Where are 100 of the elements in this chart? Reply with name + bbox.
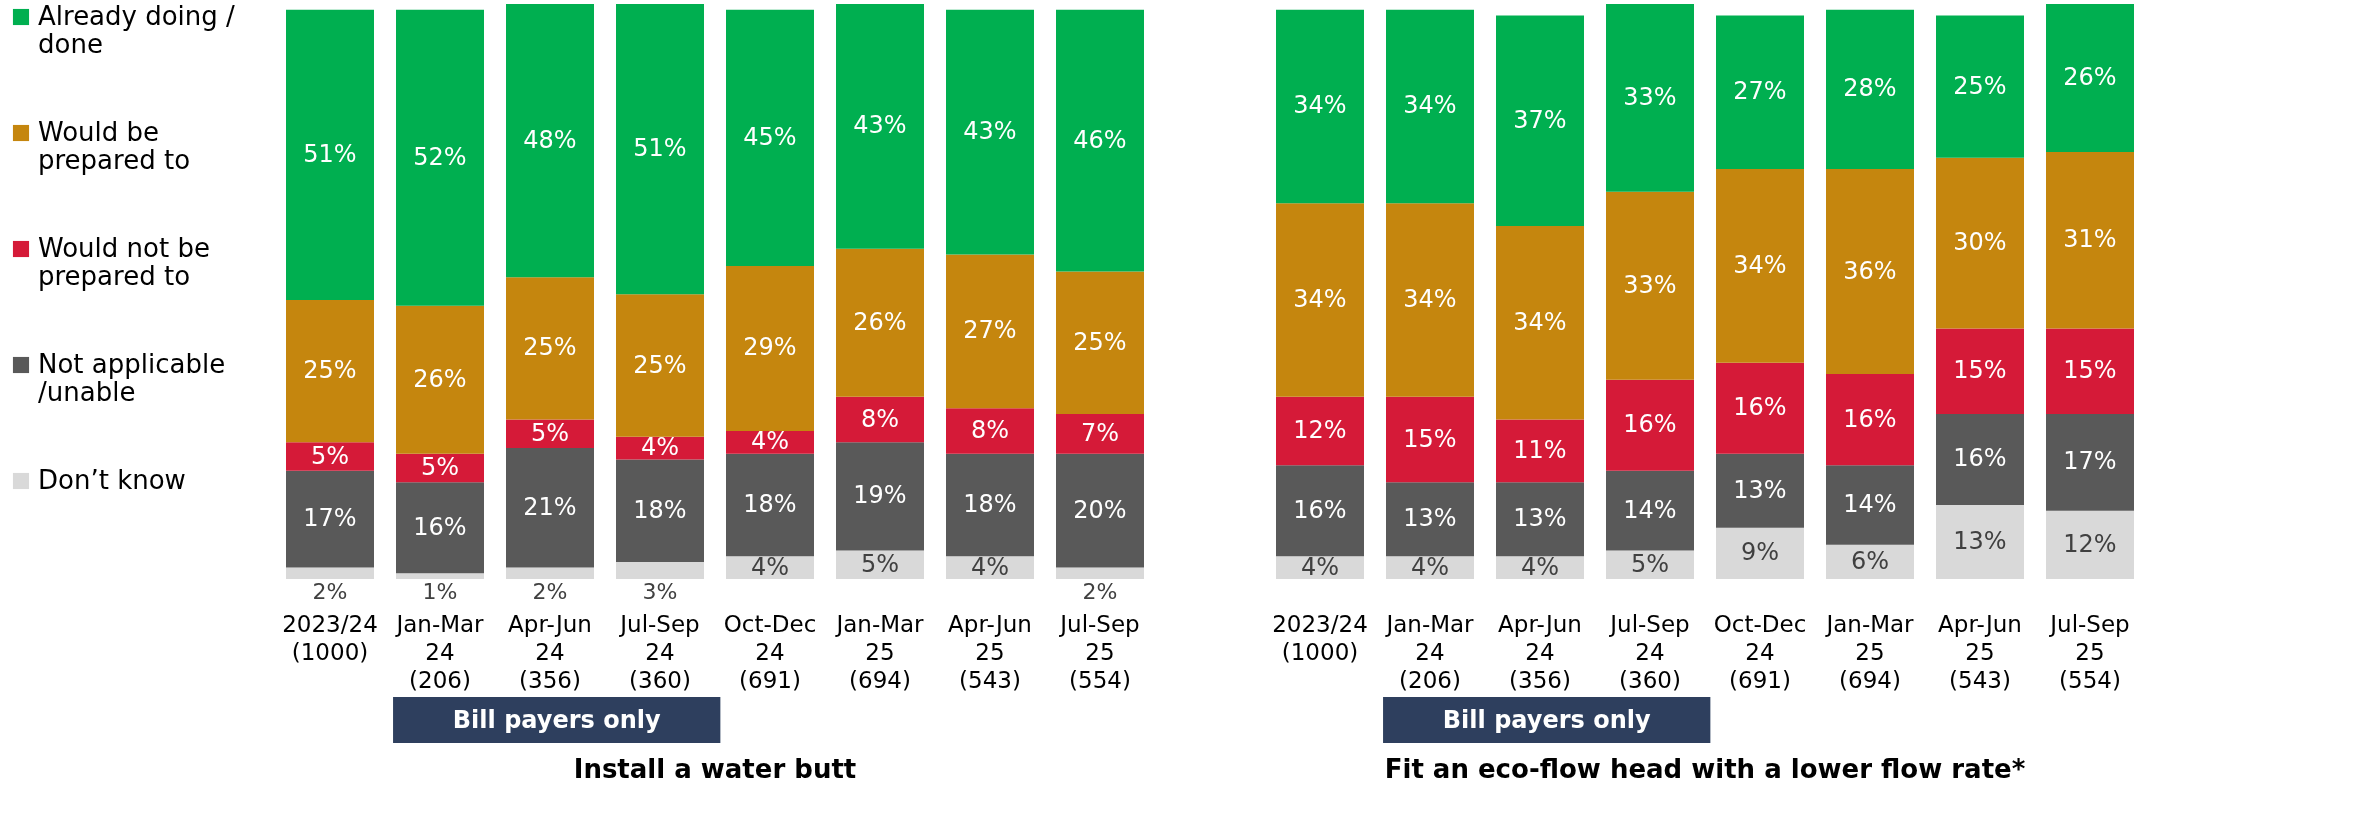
data-label: 16%	[413, 512, 467, 541]
data-label: 13%	[1513, 504, 1567, 533]
bar	[1496, 482, 1584, 557]
data-label: 16%	[1623, 410, 1677, 439]
data-label: 34%	[1293, 285, 1347, 314]
bar	[1496, 419, 1584, 483]
data-label: 4%	[1520, 552, 1560, 581]
data-label: 4%	[750, 552, 790, 581]
data-label: 34%	[1293, 91, 1347, 120]
data-label: 25%	[633, 350, 687, 379]
data-label: 16%	[1843, 404, 1897, 433]
bar	[1716, 453, 1804, 528]
data-label: 4%	[970, 552, 1010, 581]
data-label: 31%	[2063, 225, 2117, 254]
x-tick-label: Jan-Mar 24 (206)	[1384, 610, 1475, 693]
text: Bill payers only	[452, 706, 661, 734]
bar	[1716, 169, 1804, 363]
bar	[616, 561, 704, 579]
data-label: 29%	[743, 333, 797, 362]
x-tick-label: Apr-Jun 24 (356)	[1498, 610, 1582, 693]
data-label: 43%	[963, 117, 1017, 146]
data-label: 4%	[750, 427, 790, 456]
data-label: 4%	[640, 433, 680, 462]
data-label: 4%	[1300, 552, 1340, 581]
bar	[1386, 396, 1474, 483]
legend-label: Would be prepared to	[38, 117, 191, 175]
data-label: 45%	[743, 122, 797, 151]
data-label: 26%	[413, 364, 467, 393]
x-tick-label: Apr-Jun 25 (543)	[1938, 610, 2022, 693]
data-label: 52%	[413, 142, 467, 171]
data-label: 7%	[1080, 418, 1120, 447]
bar	[506, 567, 594, 579]
bar	[1936, 157, 2024, 329]
data-label: 17%	[303, 504, 357, 533]
x-tick-label: Oct-Dec 24 (691)	[1713, 610, 1807, 693]
data-label: 30%	[1953, 228, 2007, 257]
bar	[836, 248, 924, 397]
bar	[726, 265, 814, 431]
bar	[946, 453, 1034, 557]
bar	[616, 459, 704, 562]
bar	[726, 9, 814, 266]
bar	[1276, 9, 1364, 204]
data-label: 14%	[1843, 489, 1897, 518]
data-label: 51%	[633, 134, 687, 163]
bar	[616, 4, 704, 295]
x-tick-label: Apr-Jun 24 (356)	[508, 610, 592, 693]
x-tick-label: Jul-Sep 25 (554)	[1058, 610, 1140, 693]
bar	[1826, 465, 1914, 545]
bar	[836, 4, 924, 249]
x-tick-label: Jan-Mar 25 (694)	[834, 610, 925, 693]
bar	[1496, 15, 1584, 227]
data-label: 2%	[1082, 579, 1118, 604]
bar	[506, 277, 594, 420]
data-label: 26%	[853, 307, 907, 336]
bar	[2046, 4, 2134, 153]
bar	[2046, 328, 2134, 414]
bar	[2046, 413, 2134, 511]
bar	[946, 254, 1034, 409]
data-label: 18%	[633, 495, 687, 524]
data-label: 18%	[743, 489, 797, 518]
bar	[286, 567, 374, 579]
data-label: 5%	[310, 441, 350, 470]
bar	[396, 9, 484, 306]
data-label: 14%	[1623, 495, 1677, 524]
legend-label: Don’t know	[38, 465, 186, 495]
data-label: 5%	[420, 452, 460, 481]
x-tick-label: Jul-Sep 24 (360)	[1608, 610, 1690, 693]
legend-label: Already doing / done	[38, 1, 236, 59]
bar	[1716, 362, 1804, 454]
bar	[1716, 527, 1804, 579]
bar	[1606, 379, 1694, 471]
bar	[286, 470, 374, 568]
bar	[836, 442, 924, 551]
bar	[1826, 374, 1914, 466]
data-label: 15%	[2063, 356, 2117, 385]
x-tick-label: 2023/24 (1000)	[1272, 610, 1368, 665]
bar	[1056, 453, 1144, 568]
data-label: 27%	[1733, 77, 1787, 106]
text: Bill payers only	[1442, 706, 1651, 734]
data-label: 1%	[422, 579, 458, 604]
bar	[1936, 504, 2024, 579]
data-label: 15%	[1403, 424, 1457, 453]
data-label: 43%	[853, 111, 907, 140]
data-label: 15%	[1953, 356, 2007, 385]
data-label: 51%	[303, 139, 357, 168]
text: Install a water butt	[573, 754, 857, 784]
bar	[1496, 226, 1584, 420]
bar	[836, 396, 924, 443]
bar	[286, 9, 374, 301]
bar	[1606, 4, 1694, 192]
x-tick-label: Jul-Sep 24 (360)	[618, 610, 700, 693]
data-label: 8%	[970, 415, 1010, 444]
data-label: 37%	[1513, 105, 1567, 134]
data-label: 6%	[1850, 546, 1890, 575]
data-label: 36%	[1843, 256, 1897, 285]
bar	[1936, 328, 2024, 414]
data-label: 34%	[1403, 285, 1457, 314]
data-label: 16%	[1953, 444, 2007, 473]
bar	[1386, 482, 1474, 557]
data-label: 2%	[532, 579, 568, 604]
